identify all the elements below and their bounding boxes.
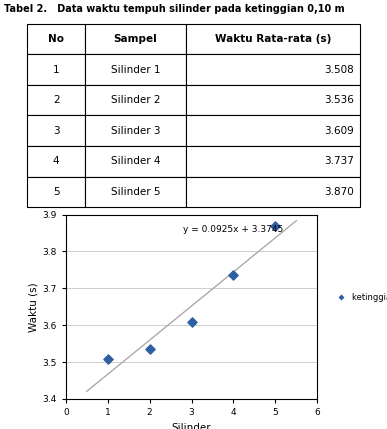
Text: Waktu Rata-rata (s): Waktu Rata-rata (s) <box>215 34 331 44</box>
Bar <box>85 115 186 146</box>
Bar <box>27 85 85 115</box>
Text: 1: 1 <box>53 64 60 75</box>
Text: Sampel: Sampel <box>113 34 158 44</box>
Bar <box>186 54 360 85</box>
Text: Silinder 2: Silinder 2 <box>111 95 160 105</box>
Text: 3: 3 <box>53 126 60 136</box>
Text: Silinder 4: Silinder 4 <box>111 156 160 166</box>
Text: y = 0.0925x + 3.3745: y = 0.0925x + 3.3745 <box>183 226 283 235</box>
Bar <box>27 146 85 177</box>
Text: Tabel 2.   Data waktu tempuh silinder pada ketinggian 0,10 m: Tabel 2. Data waktu tempuh silinder pada… <box>4 4 344 14</box>
Text: 3.536: 3.536 <box>324 95 354 105</box>
Y-axis label: Waktu (s): Waktu (s) <box>28 282 38 332</box>
Text: 3.737: 3.737 <box>324 156 354 166</box>
Bar <box>186 24 360 54</box>
Bar <box>85 54 186 85</box>
Bar <box>27 177 85 207</box>
Text: 2: 2 <box>53 95 60 105</box>
Text: 3.508: 3.508 <box>324 64 354 75</box>
Bar <box>85 24 186 54</box>
Bar <box>85 146 186 177</box>
Bar <box>85 177 186 207</box>
Bar <box>27 54 85 85</box>
Text: 5: 5 <box>53 187 60 197</box>
Point <box>272 222 279 229</box>
Point <box>230 271 236 278</box>
Text: Silinder 1: Silinder 1 <box>111 64 160 75</box>
Text: 3.870: 3.870 <box>324 187 354 197</box>
Legend: ketinggian 0,10 m: ketinggian 0,10 m <box>329 290 387 305</box>
Bar <box>85 85 186 115</box>
Text: 3.609: 3.609 <box>324 126 354 136</box>
X-axis label: Silinder: Silinder <box>172 423 211 429</box>
Bar <box>186 146 360 177</box>
Text: Silinder 5: Silinder 5 <box>111 187 160 197</box>
Text: 4: 4 <box>53 156 60 166</box>
Point <box>104 356 111 363</box>
Point <box>147 345 153 352</box>
Text: Silinder 3: Silinder 3 <box>111 126 160 136</box>
Bar <box>27 24 85 54</box>
Bar <box>186 85 360 115</box>
Point <box>188 318 195 325</box>
Bar <box>186 177 360 207</box>
Bar <box>27 115 85 146</box>
Text: No: No <box>48 34 64 44</box>
Bar <box>186 115 360 146</box>
